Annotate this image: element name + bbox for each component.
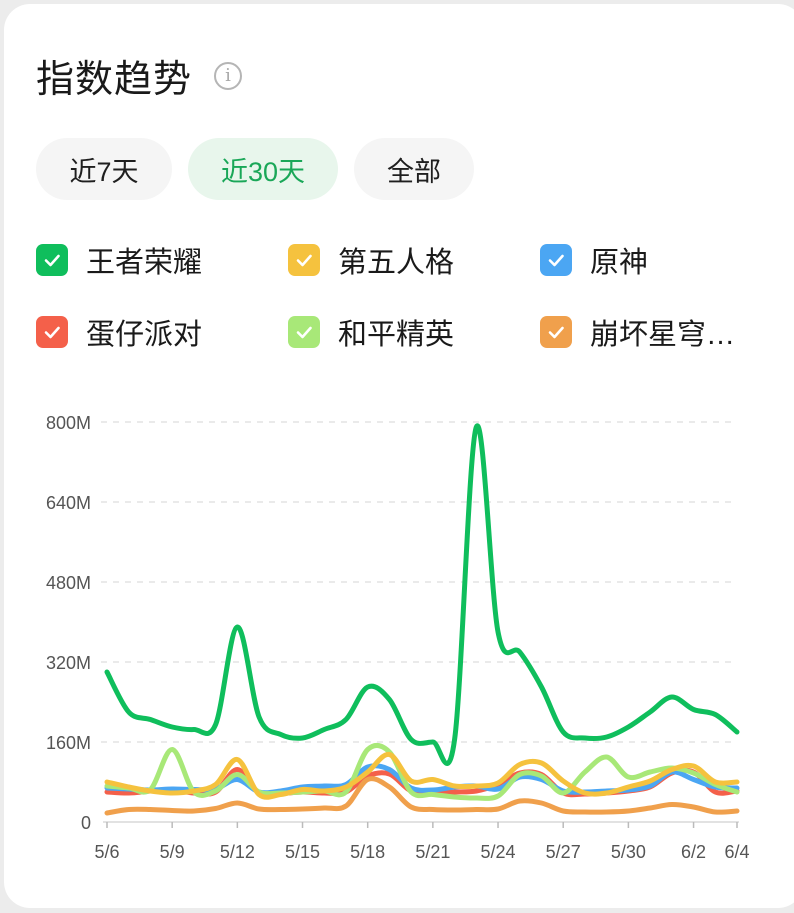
x-tick-label: 6/4 — [724, 842, 749, 862]
checkbox-checked-icon[interactable] — [36, 244, 68, 276]
time-range-tabs: 近7天 近30天 全部 — [36, 138, 490, 200]
tab-label: 近7天 — [69, 156, 139, 187]
series-line — [104, 776, 740, 816]
y-tick-label: 640M — [46, 493, 91, 513]
checkbox-checked-icon[interactable] — [540, 316, 572, 348]
x-tick-label: 5/30 — [611, 842, 646, 862]
series-line — [104, 423, 740, 766]
x-tick-label: 5/18 — [350, 842, 385, 862]
series-line — [104, 742, 740, 801]
x-tick-label: 5/27 — [546, 842, 581, 862]
checkbox-checked-icon[interactable] — [540, 244, 572, 276]
page-title: 指数趋势 — [36, 59, 193, 101]
y-tick-label: 160M — [46, 733, 91, 753]
legend-item-wangzhe[interactable]: 王者荣耀 — [36, 238, 276, 282]
y-tick-label: 800M — [46, 413, 91, 433]
x-tick-label: 5/9 — [160, 842, 185, 862]
checkbox-checked-icon[interactable] — [288, 244, 320, 276]
tab-7-days[interactable]: 近7天 — [36, 138, 172, 200]
legend-item-benghuai[interactable]: 崩坏星穹… — [540, 310, 780, 354]
legend-item-diwu[interactable]: 第五人格 — [288, 238, 528, 282]
x-tick-label: 6/2 — [681, 842, 706, 862]
checkbox-checked-icon[interactable] — [36, 316, 68, 348]
trend-card: 指数趋势 i 近7天 近30天 全部 王者荣耀 第五人格 原神 蛋仔派对 和平精… — [4, 4, 794, 908]
x-tick-label: 5/12 — [220, 842, 255, 862]
info-icon[interactable]: i — [214, 61, 243, 90]
legend-item-danzai[interactable]: 蛋仔派对 — [36, 310, 276, 354]
x-tick-label: 5/21 — [415, 842, 450, 862]
x-tick-label: 5/15 — [285, 842, 320, 862]
x-tick-label: 5/24 — [481, 842, 516, 862]
legend-item-yuanshen[interactable]: 原神 — [540, 238, 780, 282]
checkbox-checked-icon[interactable] — [288, 316, 320, 348]
tab-30-days[interactable]: 近30天 — [188, 138, 338, 200]
y-tick-label: 480M — [46, 573, 91, 593]
y-tick-label: 320M — [46, 653, 91, 673]
tab-all[interactable]: 全部 — [354, 138, 474, 200]
title-row: 指数趋势 i — [36, 48, 243, 103]
x-tick-label: 5/6 — [94, 842, 119, 862]
tab-label: 近30天 — [220, 156, 306, 187]
series-line — [104, 751, 740, 800]
tab-label: 全部 — [387, 156, 441, 187]
legend-item-heping[interactable]: 和平精英 — [288, 310, 528, 354]
y-tick-label: 0 — [81, 813, 91, 833]
